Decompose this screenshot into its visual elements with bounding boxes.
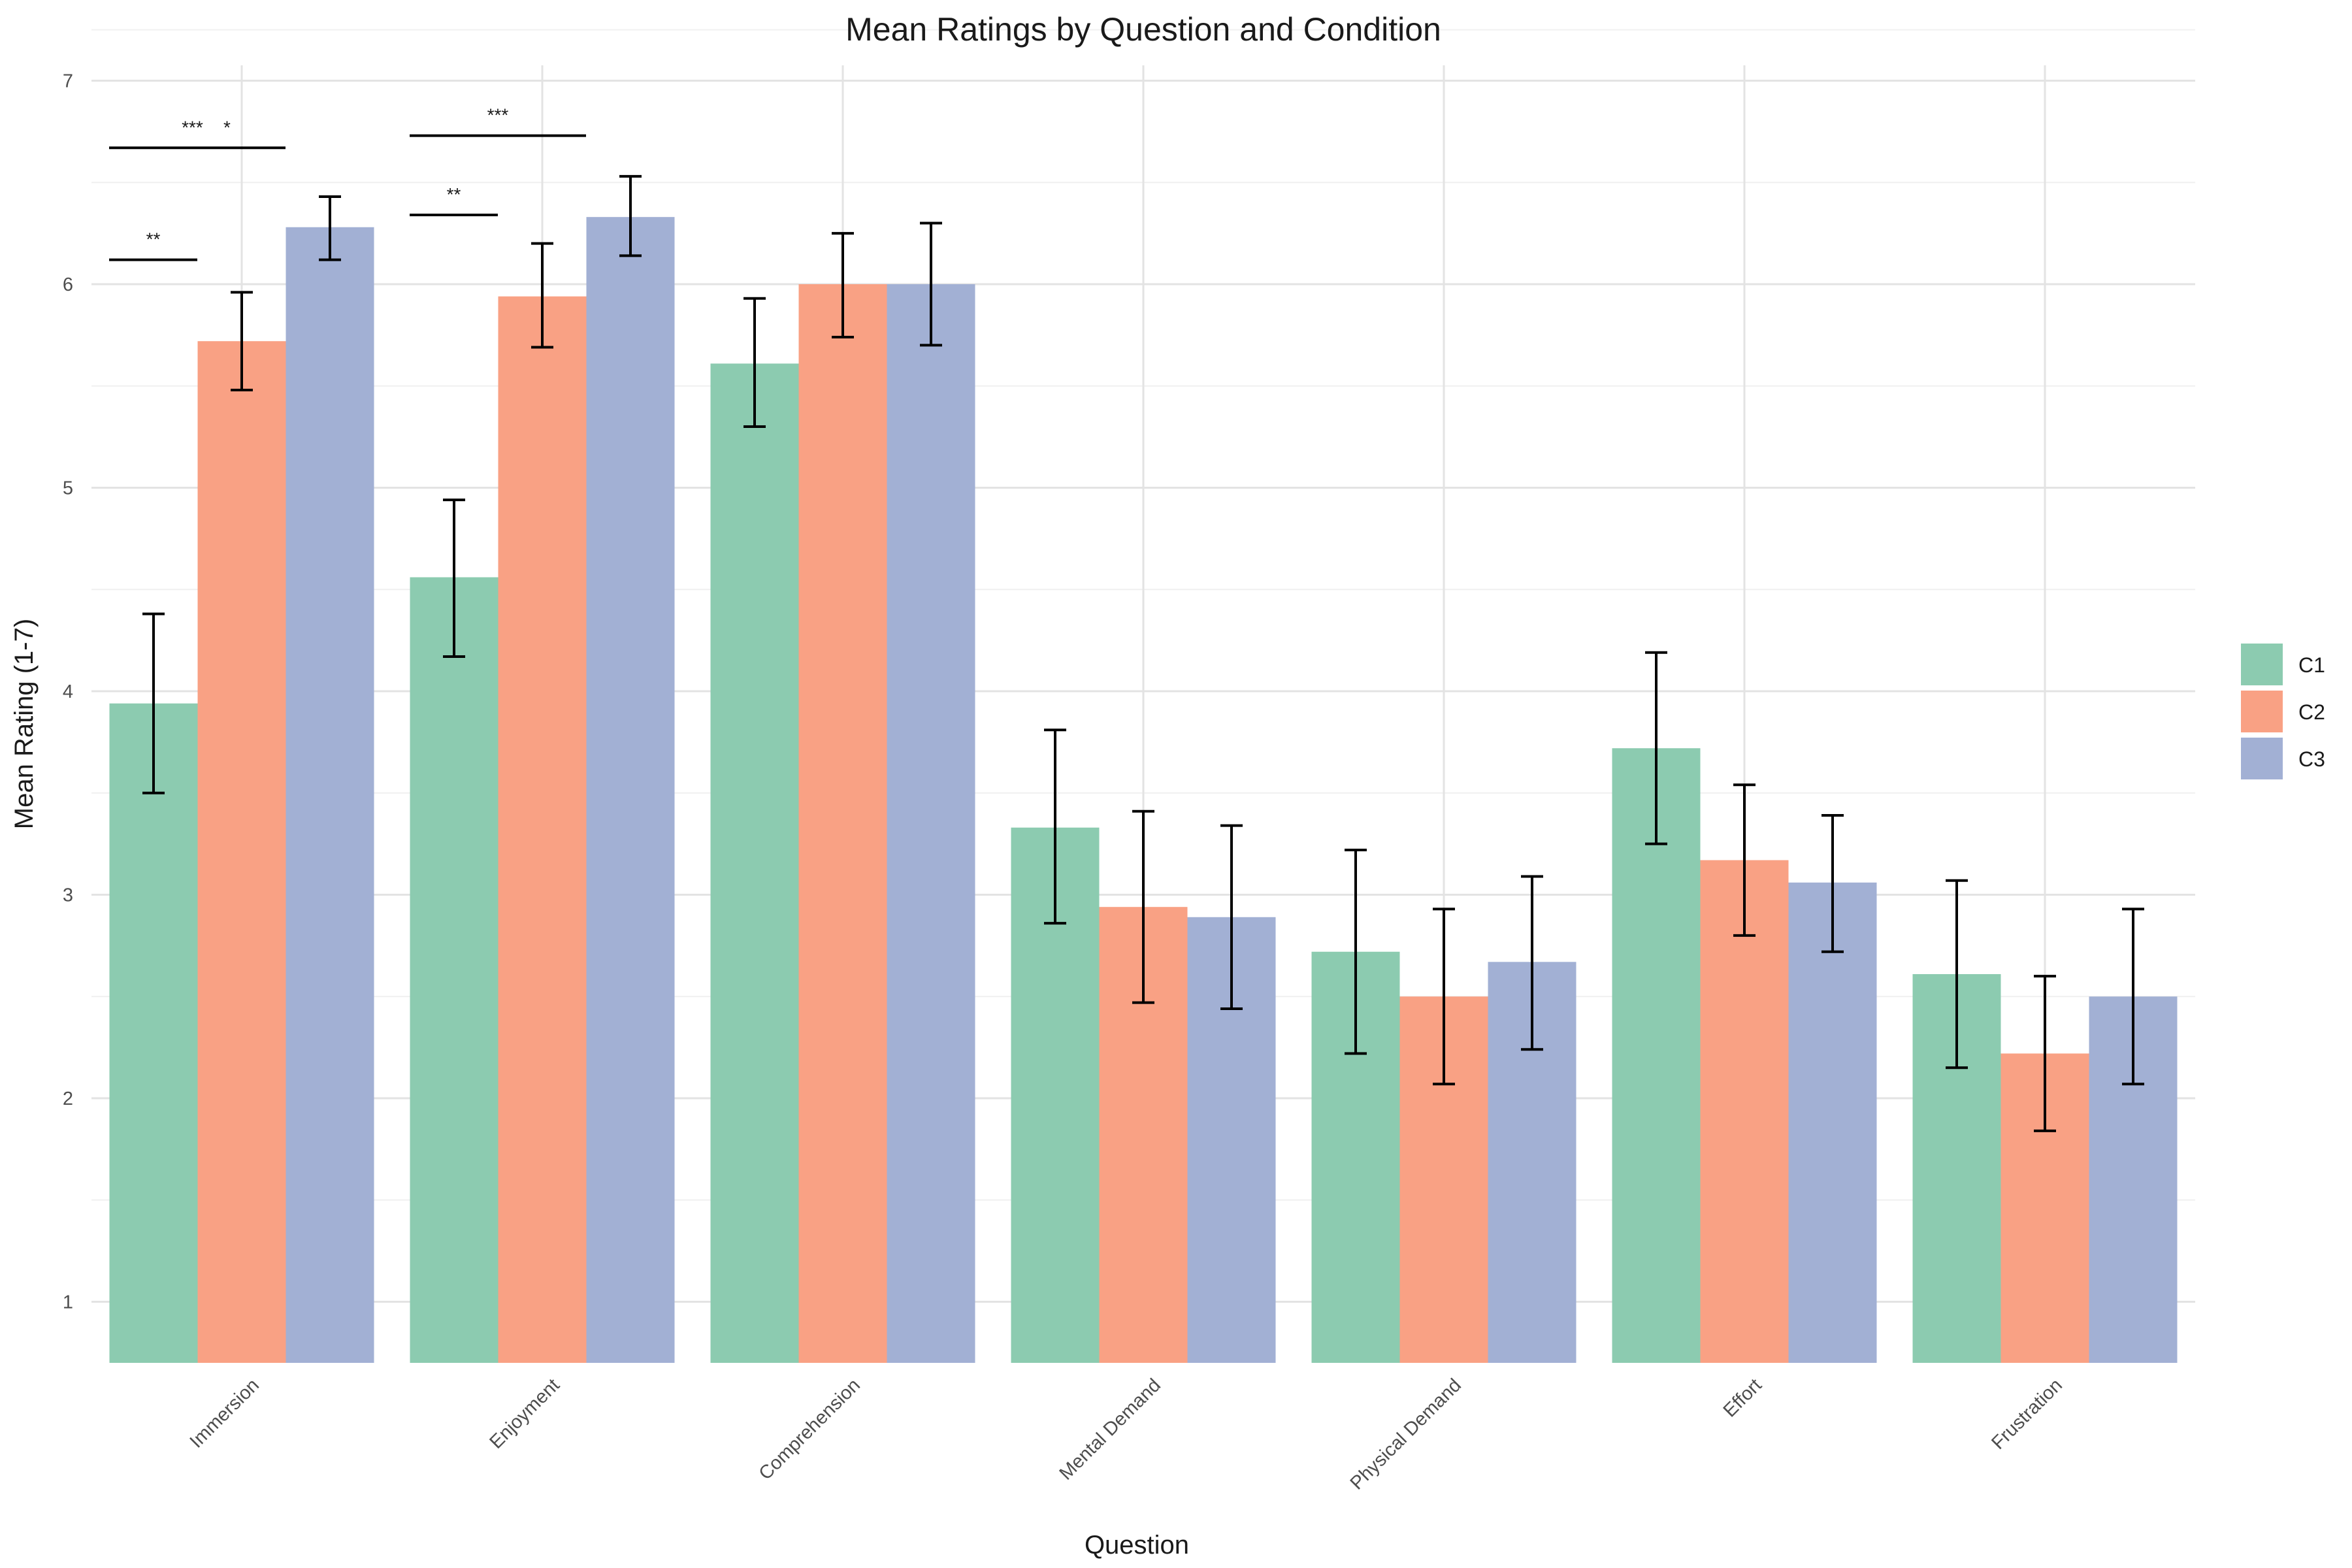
y-tick-label: 7 (63, 71, 73, 91)
error-bar-c2-2 (832, 232, 854, 338)
legend-label: C2 (2298, 700, 2325, 724)
y-tick-label: 4 (63, 681, 73, 702)
error-bar-c2-0 (231, 291, 253, 391)
x-tick-label: Immersion (186, 1375, 263, 1452)
bar-c1-5 (1612, 748, 1701, 1363)
legend-key (2241, 644, 2283, 685)
significance-bracket-3: *** (410, 105, 586, 137)
legend-label: C3 (2298, 747, 2325, 771)
bar-c2-2 (798, 284, 887, 1363)
error-bar-c2-5 (1733, 783, 1756, 937)
y-tick-label: 5 (63, 478, 73, 498)
legend-item-c1: C1 (2241, 644, 2325, 685)
y-tick-label: 1 (63, 1292, 73, 1313)
y-axis-title: Mean Rating (1-7) (10, 619, 39, 829)
legend-item-c2: C2 (2241, 691, 2325, 732)
legend: C1 C2 C3 (2241, 644, 2325, 779)
significance-bracket-1: *** * (109, 117, 286, 150)
x-tick-label: Comprehension (755, 1375, 864, 1484)
x-tick-label: Physical Demand (1347, 1375, 1465, 1494)
x-axis-title: Question (1085, 1531, 1189, 1560)
y-tick-label: 2 (63, 1088, 73, 1109)
bar-c1-1 (410, 577, 498, 1363)
error-bar-c3-1 (619, 174, 642, 257)
bar-c3-1 (586, 217, 675, 1364)
bar-c3-0 (286, 227, 374, 1363)
error-bar-c3-4 (1521, 875, 1543, 1051)
legend-key (2241, 738, 2283, 779)
error-bar-c1-3 (1044, 728, 1066, 925)
y-axis-ticks: 1 2 3 4 5 6 7 (63, 71, 73, 1313)
significance-bracket-2: ** (410, 184, 498, 217)
legend-item-c3: C3 (2241, 738, 2325, 779)
chart-title: Mean Ratings by Question and Condition (845, 11, 1441, 48)
significance-bracket-0: ** (109, 229, 197, 261)
bar-c1-2 (710, 363, 799, 1363)
bar-c1-0 (109, 703, 198, 1363)
error-bar-c1-2 (743, 297, 766, 429)
significance-label: ** (146, 229, 161, 250)
y-tick-label: 6 (63, 274, 73, 295)
error-bar-c3-6 (2122, 907, 2144, 1086)
legend-key (2241, 691, 2283, 732)
x-tick-label: Effort (1720, 1375, 1766, 1421)
bar-c2-1 (498, 296, 587, 1363)
bar-c3-5 (1788, 882, 1877, 1363)
error-bar-c2-4 (1433, 907, 1455, 1086)
significance-label: ** (447, 184, 461, 204)
significance-annotations: ***** ****** (109, 105, 586, 261)
x-tick-label: Frustration (1987, 1375, 2066, 1454)
error-bar-c1-4 (1345, 848, 1367, 1055)
x-tick-label: Mental Demand (1056, 1375, 1165, 1484)
error-bar-c1-0 (142, 612, 165, 794)
error-bar-c3-0 (319, 195, 341, 261)
significance-label: *** (487, 105, 509, 125)
error-bar-c1-5 (1645, 651, 1667, 845)
error-bar-c3-2 (920, 221, 942, 347)
error-bar-c1-1 (443, 498, 465, 659)
bar-c2-5 (1700, 860, 1789, 1363)
error-bar-c2-1 (531, 242, 553, 349)
bar-c3-2 (887, 284, 975, 1363)
error-bar-c3-5 (1821, 814, 1844, 953)
legend-label: C1 (2298, 653, 2325, 677)
x-axis-ticks: Immersion Enjoyment Comprehension Mental De… (186, 1375, 2066, 1494)
bars (109, 217, 2178, 1364)
x-tick-label: Enjoyment (485, 1375, 564, 1453)
error-bar-c3-3 (1220, 824, 1243, 1010)
error-bar-c2-6 (2034, 975, 2056, 1132)
bar-c2-0 (197, 341, 286, 1363)
y-tick-label: 3 (63, 885, 73, 906)
error-bar-c2-3 (1132, 809, 1154, 1004)
error-bar-c1-6 (1946, 879, 1968, 1070)
error-bars (142, 174, 2144, 1132)
significance-label: *** * (182, 117, 231, 137)
